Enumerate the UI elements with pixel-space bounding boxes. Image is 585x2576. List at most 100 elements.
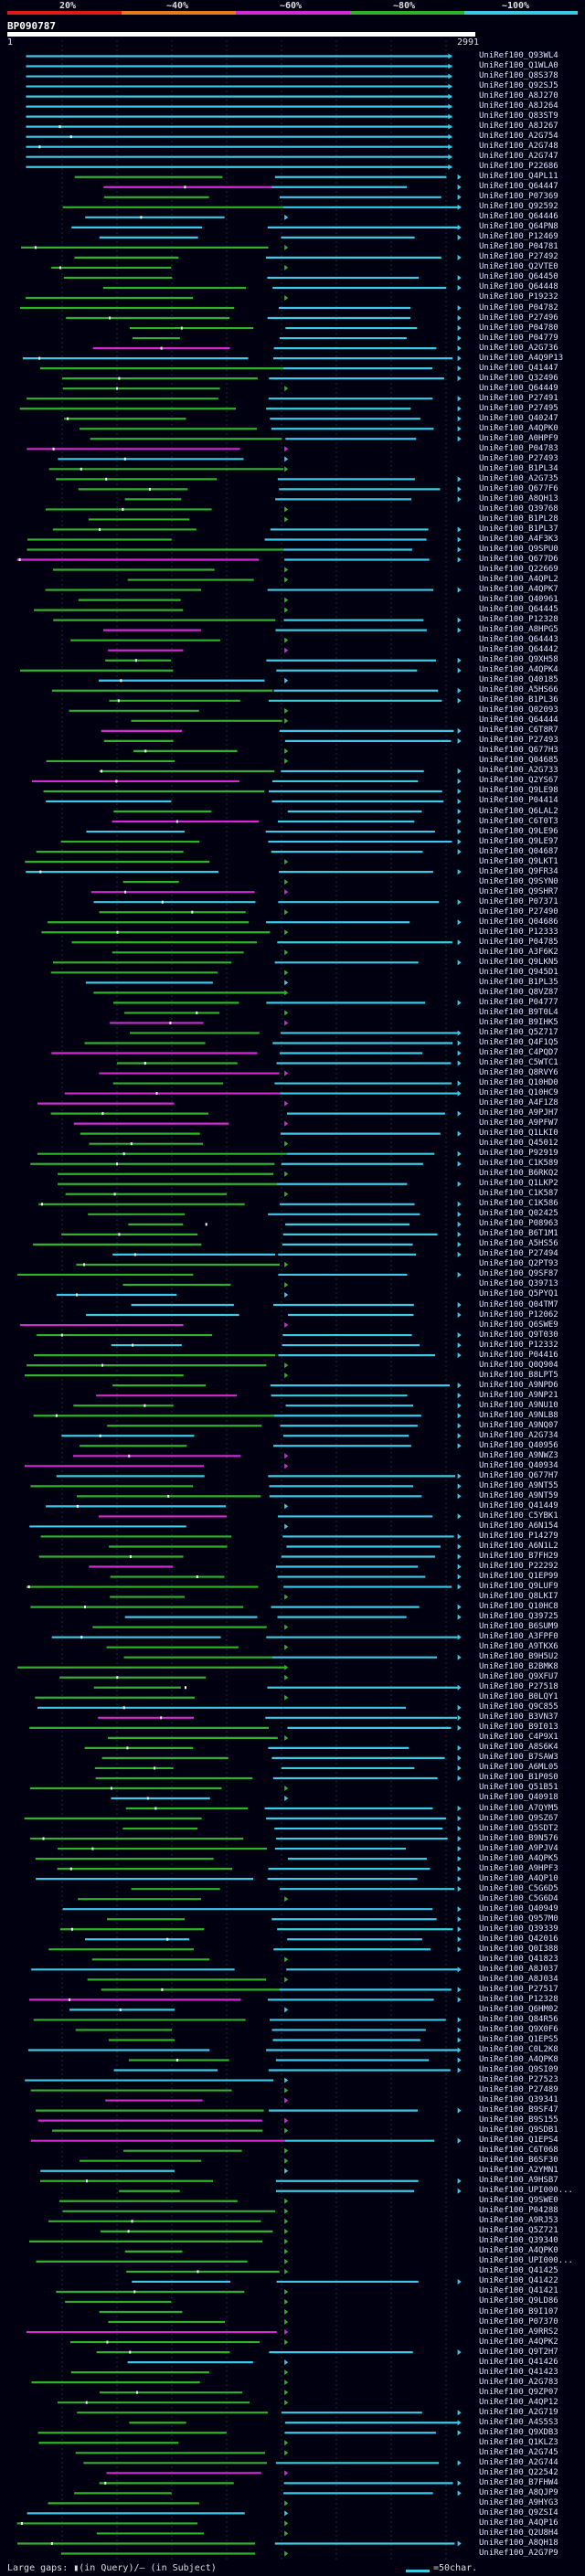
hit-label[interactable]: UniRef100_Q1LKP2 bbox=[479, 1179, 558, 1189]
hit-label[interactable]: UniRef100_Q9SWE0 bbox=[479, 2196, 558, 2206]
hit-label[interactable]: UniRef100_A2G745 bbox=[479, 2447, 558, 2457]
hit-label[interactable]: UniRef100_A2G736 bbox=[479, 343, 558, 353]
hit-label[interactable]: UniRef100_A9NQ07 bbox=[479, 1420, 558, 1430]
hit-label[interactable]: UniRef100_Q41422 bbox=[479, 2276, 558, 2286]
hit-label[interactable]: UniRef100_A9PJH7 bbox=[479, 1108, 558, 1118]
hit-label[interactable]: UniRef100_Q84R56 bbox=[479, 2014, 558, 2024]
hit-label[interactable]: UniRef100_P12333 bbox=[479, 927, 558, 937]
hit-label[interactable]: UniRef100_B9I013 bbox=[479, 1723, 558, 1733]
hit-label[interactable]: UniRef100_A4QP10 bbox=[479, 1873, 558, 1883]
hit-label[interactable]: UniRef100_Q677F6 bbox=[479, 483, 558, 493]
hit-label[interactable]: UniRef100_Q93WL4 bbox=[479, 51, 558, 60]
hit-label[interactable]: UniRef100_A2G748 bbox=[479, 142, 558, 152]
hit-label[interactable]: UniRef100_A4QPL2 bbox=[479, 575, 558, 585]
hit-label[interactable]: UniRef100_Q9T030 bbox=[479, 1330, 558, 1340]
hit-label[interactable]: UniRef100_A2G7P9 bbox=[479, 2548, 558, 2558]
hit-label[interactable]: UniRef100_A9PJV4 bbox=[479, 1843, 558, 1853]
hit-label[interactable]: UniRef100_P12328 bbox=[479, 615, 558, 625]
hit-label[interactable]: UniRef100_Q1EP99 bbox=[479, 1572, 558, 1582]
hit-label[interactable]: UniRef100_Q39725 bbox=[479, 1612, 558, 1622]
hit-label[interactable]: UniRef100_A8S6K4 bbox=[479, 1743, 558, 1753]
hit-label[interactable]: UniRef100_A9HYG3 bbox=[479, 2497, 558, 2507]
hit-label[interactable]: UniRef100_C0L2K8 bbox=[479, 2044, 558, 2054]
hit-label[interactable]: UniRef100_Q0Q904 bbox=[479, 1360, 558, 1370]
hit-label[interactable]: UniRef100_A9RRS2 bbox=[479, 2327, 558, 2337]
hit-label[interactable]: UniRef100_Q04686 bbox=[479, 917, 558, 927]
hit-label[interactable]: UniRef100_Q04685 bbox=[479, 756, 558, 766]
hit-label[interactable]: UniRef100_Q9SDB1 bbox=[479, 2125, 558, 2136]
hit-label[interactable]: UniRef100_Q9SZ67 bbox=[479, 1813, 558, 1823]
hit-label[interactable]: UniRef100_P08963 bbox=[479, 1219, 558, 1229]
hit-label[interactable]: UniRef100_Q9SYN0 bbox=[479, 876, 558, 886]
hit-label[interactable]: UniRef100_P04780 bbox=[479, 323, 558, 333]
hit-label[interactable]: UniRef100_P12062 bbox=[479, 1309, 558, 1320]
hit-label[interactable]: UniRef100_B6T1M1 bbox=[479, 1229, 558, 1239]
hit-label[interactable]: UniRef100_A9NU10 bbox=[479, 1400, 558, 1410]
hit-label[interactable]: UniRef100_Q40185 bbox=[479, 675, 558, 685]
hit-label[interactable]: UniRef100_B9T0L4 bbox=[479, 1007, 558, 1017]
hit-label[interactable]: UniRef100_Q2PT93 bbox=[479, 1259, 558, 1269]
hit-label[interactable]: UniRef100_Q40247 bbox=[479, 413, 558, 423]
hit-label[interactable]: UniRef100_B8LPT5 bbox=[479, 1370, 558, 1380]
hit-label[interactable]: UniRef100_Q64443 bbox=[479, 635, 558, 645]
hit-label[interactable]: UniRef100_A9TKX6 bbox=[479, 1642, 558, 1652]
hit-label[interactable]: UniRef100_Q2VTE0 bbox=[479, 262, 558, 272]
hit-label[interactable]: UniRef100_B6RKQ2 bbox=[479, 1169, 558, 1179]
hit-label[interactable]: UniRef100_Q10HC9 bbox=[479, 1088, 558, 1098]
hit-label[interactable]: UniRef100_B1PL36 bbox=[479, 695, 558, 705]
hit-label[interactable]: UniRef100_A9NP21 bbox=[479, 1390, 558, 1400]
hit-label[interactable]: UniRef100_Q41421 bbox=[479, 2286, 558, 2296]
hit-label[interactable]: UniRef100_Q64450 bbox=[479, 272, 558, 282]
hit-label[interactable]: UniRef100_Q22669 bbox=[479, 565, 558, 575]
hit-label[interactable]: UniRef100_Q64449 bbox=[479, 383, 558, 393]
hit-label[interactable]: UniRef100_Q5SDT2 bbox=[479, 1823, 558, 1833]
hit-label[interactable]: UniRef100_C5YBK1 bbox=[479, 1511, 558, 1521]
hit-label[interactable]: UniRef100_A4QP16 bbox=[479, 2518, 558, 2528]
hit-label[interactable]: UniRef100_Q02425 bbox=[479, 1209, 558, 1219]
hit-label[interactable]: UniRef100_Q9LE98 bbox=[479, 786, 558, 796]
hit-label[interactable]: UniRef100_Q64442 bbox=[479, 645, 558, 655]
hit-label[interactable]: UniRef100_Q6HM02 bbox=[479, 2004, 558, 2014]
hit-label[interactable]: UniRef100_C6T0T3 bbox=[479, 816, 558, 826]
hit-label[interactable]: UniRef100_B6SUM9 bbox=[479, 1622, 558, 1632]
hit-label[interactable]: UniRef100_P27489 bbox=[479, 2085, 558, 2095]
hit-label[interactable]: UniRef100_P04781 bbox=[479, 242, 558, 252]
hit-label[interactable]: UniRef100_A2G734 bbox=[479, 1430, 558, 1440]
hit-label[interactable]: UniRef100_A2G754 bbox=[479, 132, 558, 142]
hit-label[interactable]: UniRef100_Q41823 bbox=[479, 1954, 558, 1964]
hit-label[interactable]: UniRef100_A4QPK5 bbox=[479, 1853, 558, 1863]
hit-label[interactable]: UniRef100_A8QH18 bbox=[479, 2538, 558, 2548]
hit-label[interactable]: UniRef100_Q9T2H7 bbox=[479, 2347, 558, 2357]
hit-label[interactable]: UniRef100_A2YMN1 bbox=[479, 2166, 558, 2176]
hit-label[interactable]: UniRef100_P04783 bbox=[479, 443, 558, 453]
hit-label[interactable]: UniRef100_P27491 bbox=[479, 393, 558, 403]
hit-label[interactable]: UniRef100_A8QH13 bbox=[479, 493, 558, 504]
hit-label[interactable]: UniRef100_P04785 bbox=[479, 937, 558, 947]
hit-label[interactable]: UniRef100_C5G6D5 bbox=[479, 1883, 558, 1893]
hit-label[interactable]: UniRef100_P27493 bbox=[479, 736, 558, 746]
hit-label[interactable]: UniRef100_A8J034 bbox=[479, 1974, 558, 1984]
hit-label[interactable]: UniRef100_P27517 bbox=[479, 1984, 558, 1994]
hit-label[interactable]: UniRef100_A4QP12 bbox=[479, 2397, 558, 2407]
hit-label[interactable]: UniRef100_Q40961 bbox=[479, 595, 558, 605]
hit-label[interactable]: UniRef100_Q1KLZ3 bbox=[479, 2437, 558, 2447]
hit-label[interactable]: UniRef100_Q1WLA0 bbox=[479, 61, 558, 71]
hit-label[interactable]: UniRef100_A9HPF3 bbox=[479, 1863, 558, 1873]
hit-label[interactable]: UniRef100_C4P9X1 bbox=[479, 1733, 558, 1743]
hit-label[interactable]: UniRef100_Q04687 bbox=[479, 846, 558, 856]
hit-label[interactable]: UniRef100_A4QPK4 bbox=[479, 665, 558, 675]
hit-label[interactable]: UniRef100_Q9SF87 bbox=[479, 1269, 558, 1279]
hit-label[interactable]: UniRef100_B9S155 bbox=[479, 2115, 558, 2125]
hit-label[interactable]: UniRef100_Q8LKI7 bbox=[479, 1592, 558, 1602]
hit-label[interactable]: UniRef100_B2BMK8 bbox=[479, 1662, 558, 1672]
hit-label[interactable]: UniRef100_Q5Z717 bbox=[479, 1027, 558, 1037]
hit-label[interactable]: UniRef100_Q9SI09 bbox=[479, 2065, 558, 2075]
hit-label[interactable]: UniRef100_Q9SPU0 bbox=[479, 544, 558, 554]
hit-label[interactable]: UniRef100_Q64447 bbox=[479, 182, 558, 192]
hit-label[interactable]: UniRef100_Q64446 bbox=[479, 212, 558, 222]
hit-label[interactable]: UniRef100_P04777 bbox=[479, 997, 558, 1007]
hit-label[interactable]: UniRef100_P04782 bbox=[479, 302, 558, 313]
hit-label[interactable]: UniRef100_Q6LAL2 bbox=[479, 806, 558, 816]
hit-label[interactable]: UniRef100_A2G733 bbox=[479, 766, 558, 776]
hit-label[interactable]: UniRef100_A9NPD6 bbox=[479, 1380, 558, 1390]
